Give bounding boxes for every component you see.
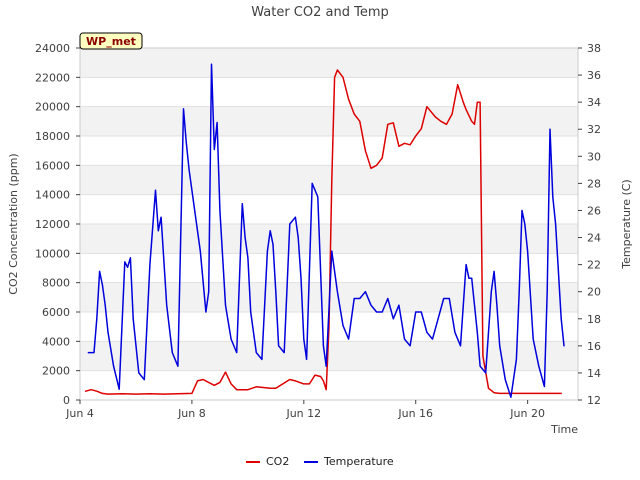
y-left-tick-label: 22000: [35, 71, 70, 84]
y-left-tick-label: 12000: [35, 218, 70, 231]
y-left-tick-label: 8000: [42, 277, 70, 290]
y-left-tick-label: 10000: [35, 247, 70, 260]
series-line-temperature: [87, 63, 565, 399]
y-axis-right-label: Temperature (C): [620, 179, 633, 269]
legend: CO2 Temperature: [246, 455, 394, 468]
x-tick-label: Jun 20: [509, 407, 545, 420]
y-right-tick-label: 34: [587, 96, 601, 109]
y-left-tick-label: 14000: [35, 189, 70, 202]
y-right-tick-label: 24: [587, 232, 601, 245]
grid-band: [80, 48, 578, 78]
y-left-tick-label: 6000: [42, 306, 70, 319]
y-left-tick-label: 18000: [35, 130, 70, 143]
y-right-tick-label: 20: [587, 286, 601, 299]
y-right-tick-label: 22: [587, 259, 601, 272]
station-label: WP_met: [86, 35, 136, 48]
y-axis-left-label: CO2 Concentration (ppm): [7, 153, 20, 294]
y-right-tick-label: 18: [587, 313, 601, 326]
y-right-tick-label: 32: [587, 123, 601, 136]
grid-band: [80, 106, 578, 136]
y-right-tick-label: 36: [587, 69, 601, 82]
grid-band: [80, 341, 578, 371]
y-right-tick-label: 14: [587, 367, 601, 380]
series-line-co2: [84, 69, 562, 395]
y-left-tick-label: 20000: [35, 101, 70, 114]
y-right-tick-label: 26: [587, 204, 601, 217]
plot-bands: [80, 48, 578, 371]
x-tick-label: Jun 8: [177, 407, 206, 420]
x-tick-label: Jun 16: [397, 407, 433, 420]
x-tick-label: Jun 4: [65, 407, 94, 420]
station-badge-box: [79, 32, 143, 50]
y-left-tick-label: 2000: [42, 365, 70, 378]
chart-title: Water CO2 and Temp: [251, 5, 389, 20]
x-axis-label: Time: [550, 423, 578, 436]
right-axis: 12 14 16 18 20 22 24 26 28 30 32 34 36 38: [578, 42, 601, 407]
y-left-tick-label: 4000: [42, 335, 70, 348]
y-right-tick-label: 28: [587, 177, 601, 190]
y-left-tick-label: 0: [63, 394, 70, 407]
y-right-tick-label: 16: [587, 340, 601, 353]
y-right-tick-label: 12: [587, 394, 601, 407]
y-right-tick-label: 38: [587, 42, 601, 55]
grid-band: [80, 224, 578, 254]
station-badge: WP_met: [79, 32, 143, 50]
legend-temperature-label: Temperature: [323, 455, 394, 468]
x-axis: Jun 4 Jun 8 Jun 12 Jun 16 Jun 20: [65, 400, 545, 420]
grid-band: [80, 165, 578, 195]
y-left-tick-label: 24000: [35, 42, 70, 55]
left-axis: 0 2000 4000 6000 8000 10000 12000 14000 16000 180…: [35, 42, 80, 407]
y-left-tick-label: 16000: [35, 159, 70, 172]
legend-co2-label: CO2: [266, 455, 289, 468]
x-tick-label: Jun 12: [285, 407, 321, 420]
series-layer: [84, 63, 565, 399]
y-right-tick-label: 30: [587, 150, 601, 163]
